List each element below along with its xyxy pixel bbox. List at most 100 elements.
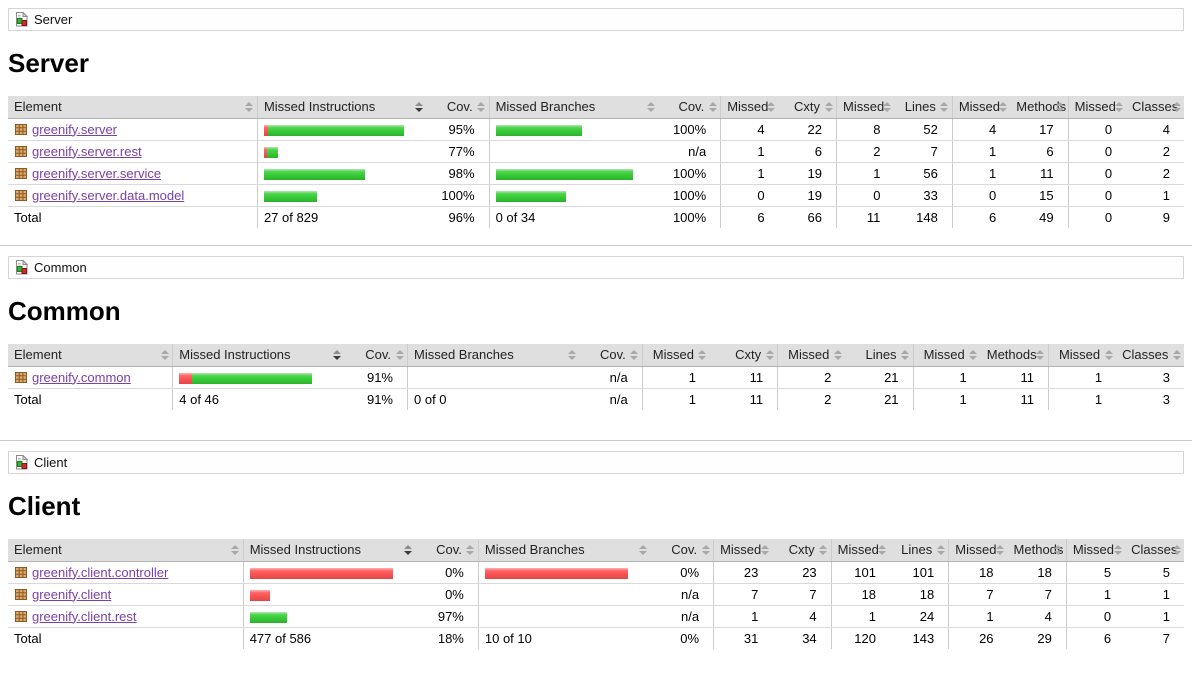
branch-coverage-cell: n/a — [650, 583, 714, 606]
counter-cell: 1 — [951, 162, 1011, 185]
sort-up-arrow — [395, 349, 404, 354]
column-header-element[interactable]: Element — [8, 96, 258, 119]
column-header-missed-classes[interactable]: Missed — [1065, 539, 1126, 562]
column-header-label: Missed — [727, 99, 769, 115]
package-link[interactable]: greenify.server.data.model — [32, 187, 185, 203]
column-header-cxty[interactable]: Cxty — [709, 344, 778, 367]
column-header-lines[interactable]: Lines — [894, 96, 953, 119]
sort-up-arrow — [1172, 349, 1181, 354]
column-header-lines[interactable]: Lines — [889, 539, 949, 562]
table-row: greenify.server.rest 77% n/a 1 6 2 7 1 6 0 2 — [8, 140, 1184, 163]
column-header-methods[interactable]: Methods — [1007, 539, 1067, 562]
section-title: Client — [8, 491, 81, 521]
sort-down-arrow — [638, 550, 647, 555]
column-header-missed-instructions[interactable]: Missed Instructions — [256, 96, 427, 119]
package-link[interactable]: greenify.common — [32, 369, 131, 385]
branches-bar-cell — [477, 583, 651, 606]
sort-icon — [466, 544, 475, 555]
column-header-missed-branches[interactable]: Missed Branches — [407, 344, 580, 367]
column-header-cxty[interactable]: Cxty — [778, 96, 837, 119]
branches-bar-cell — [407, 366, 580, 389]
sort-down-arrow — [1172, 355, 1181, 360]
column-header-lines[interactable]: Lines — [845, 344, 914, 367]
package-link[interactable]: greenify.client.rest — [32, 608, 137, 624]
counter-cell: 0 — [836, 184, 895, 207]
covered-bar-segment — [495, 190, 566, 202]
column-header-missed-instructions[interactable]: Missed Instructions — [172, 344, 345, 367]
column-header-missed-cxty[interactable]: Missed — [720, 96, 779, 119]
sort-up-arrow — [1056, 101, 1065, 106]
sort-up-arrow — [833, 349, 842, 354]
package-link[interactable]: greenify.server.rest — [32, 143, 142, 159]
column-header-element[interactable]: Element — [8, 344, 173, 367]
header-row: Element Missed Instructions Cov. Missed Bra… — [8, 539, 1184, 562]
sort-down-arrow — [1104, 355, 1113, 360]
column-header-methods[interactable]: Methods — [980, 344, 1049, 367]
counter-cell: 6 — [1010, 140, 1069, 163]
missed-bar-segment — [249, 567, 393, 579]
column-header-label: Cxty — [735, 347, 762, 363]
sort-icon — [936, 544, 945, 555]
column-header-missed-cxty[interactable]: Missed — [641, 344, 710, 367]
counter-cell: 11 — [1010, 162, 1069, 185]
total-counter-cell: 66 — [807, 209, 823, 225]
column-header-instruction-coverage[interactable]: Cov. — [415, 539, 479, 562]
column-header-instruction-coverage[interactable]: Cov. — [426, 96, 490, 119]
column-header-missed-methods[interactable]: Missed — [951, 96, 1011, 119]
column-header-missed-classes[interactable]: Missed — [1067, 96, 1127, 119]
total-counter-cell: 34 — [802, 630, 817, 646]
element-cell: greenify.server.rest — [8, 140, 258, 163]
column-header-missed-branches[interactable]: Missed Branches — [477, 539, 651, 562]
column-header-classes[interactable]: Classes — [1125, 539, 1184, 562]
counter-cell: 24 — [889, 605, 949, 628]
counter-cell: 18 — [1007, 561, 1067, 584]
package-icon — [15, 588, 27, 600]
column-header-missed-classes[interactable]: Missed — [1047, 344, 1117, 367]
column-header-branch-coverage[interactable]: Cov. — [579, 344, 643, 367]
counter-cell: 1 — [836, 162, 895, 185]
package-link[interactable]: greenify.client.controller — [32, 564, 169, 580]
column-header-instruction-coverage[interactable]: Cov. — [344, 344, 408, 367]
counter-cell: 17 — [1010, 118, 1069, 141]
column-header-element[interactable]: Element — [8, 539, 244, 562]
total-counter-cell: 1 — [1047, 388, 1117, 410]
package-link[interactable]: greenify.client — [32, 586, 112, 602]
column-header-missed-lines[interactable]: Missed — [836, 96, 895, 119]
sort-icon — [996, 544, 1005, 555]
column-header-missed-lines[interactable]: Missed — [777, 344, 846, 367]
column-header-label: Classes — [1132, 99, 1179, 115]
element-cell: greenify.server — [8, 118, 258, 141]
package-link[interactable]: greenify.server — [32, 121, 118, 137]
column-header-missed-methods[interactable]: Missed — [912, 344, 981, 367]
column-header-classes[interactable]: Classes — [1116, 344, 1184, 367]
sort-down-arrow — [767, 107, 776, 112]
column-header-missed-lines[interactable]: Missed — [830, 539, 890, 562]
covered-bar-segment — [263, 190, 317, 202]
total-instructions-cell: 27 of 829 — [256, 206, 427, 228]
total-branches-cell: 0 of 0 — [407, 388, 580, 410]
column-header-missed-branches[interactable]: Missed Branches — [488, 96, 659, 119]
column-header-missed-cxty[interactable]: Missed — [713, 539, 773, 562]
column-header-missed-methods[interactable]: Missed — [948, 539, 1008, 562]
total-instruction-coverage-cell: 18% — [437, 630, 464, 646]
column-header-cxty[interactable]: Cxty — [772, 539, 832, 562]
sort-down-arrow — [765, 355, 774, 360]
sort-up-arrow — [1172, 544, 1181, 549]
column-header-missed-instructions[interactable]: Missed Instructions — [242, 539, 416, 562]
sort-up-arrow — [765, 349, 774, 354]
column-header-methods[interactable]: Methods — [1010, 96, 1069, 119]
sort-down-arrow — [708, 107, 717, 112]
column-header-label: Lines — [865, 347, 897, 363]
column-header-label: Classes — [1122, 347, 1169, 363]
sort-down-arrow — [1172, 550, 1181, 555]
column-header-branch-coverage[interactable]: Cov. — [658, 96, 721, 119]
instruction-coverage-cell: 100% — [426, 184, 490, 207]
column-header-branch-coverage[interactable]: Cov. — [650, 539, 714, 562]
total-counter-cell: 9 — [1162, 209, 1170, 225]
counter-cell: 2 — [1126, 140, 1184, 163]
element-cell: greenify.client — [8, 583, 244, 606]
package-link[interactable]: greenify.server.service — [32, 165, 162, 181]
sort-down-arrow — [466, 550, 475, 555]
column-header-classes[interactable]: Classes — [1126, 96, 1184, 119]
package-icon — [15, 145, 27, 157]
